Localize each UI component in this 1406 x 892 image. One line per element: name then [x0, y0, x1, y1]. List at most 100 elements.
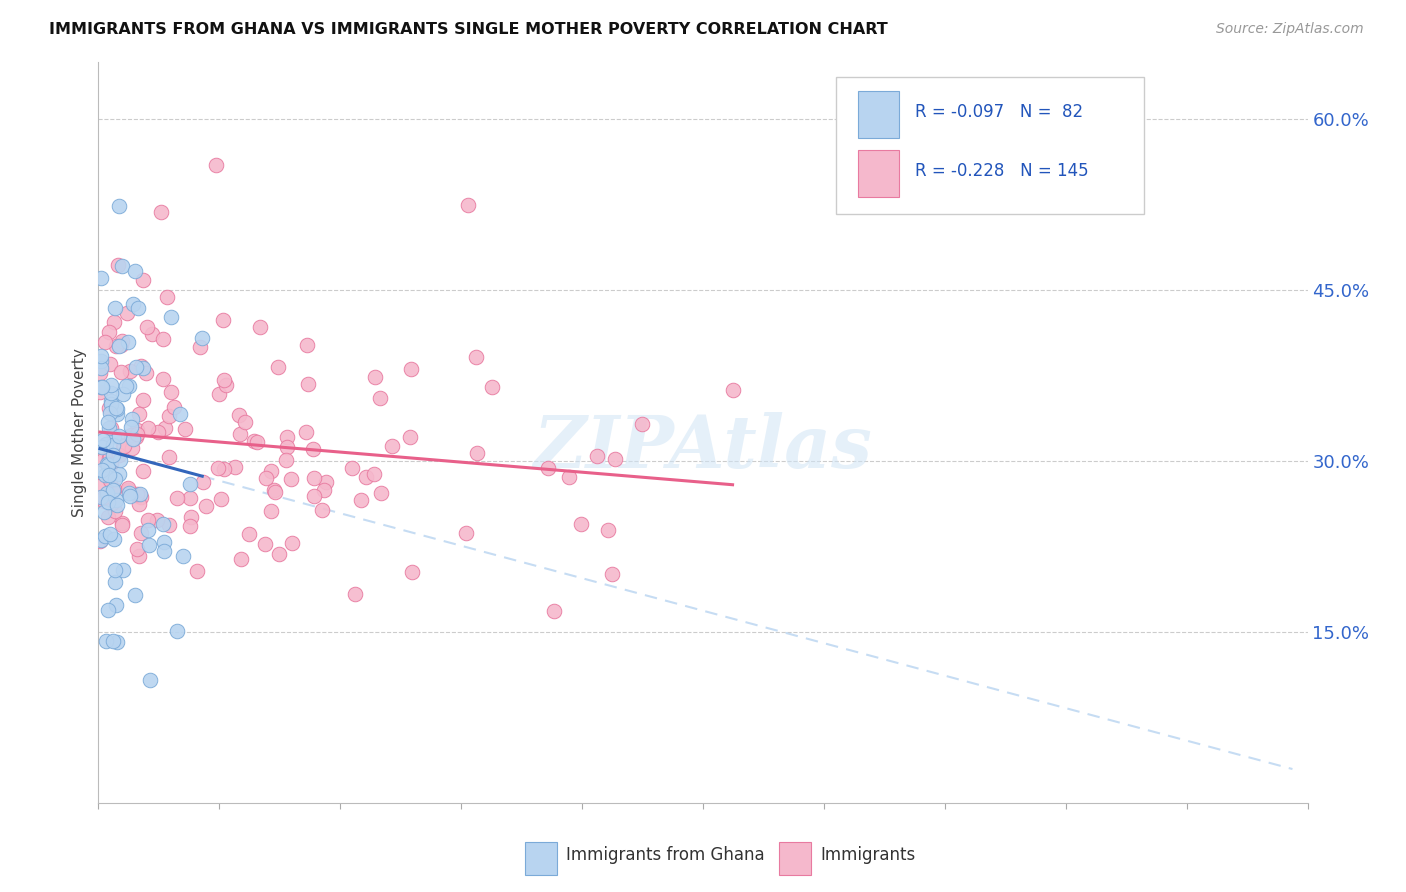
Point	[132, 361, 155, 376]
Point	[274, 452, 297, 467]
Point	[97, 420, 120, 434]
Point	[457, 198, 479, 212]
Point	[100, 377, 122, 392]
Point	[191, 331, 214, 345]
Point	[121, 441, 143, 455]
Point	[401, 362, 423, 376]
Point	[89, 384, 111, 399]
Point	[598, 523, 620, 537]
Point	[157, 450, 180, 465]
Point	[207, 461, 229, 475]
Point	[104, 563, 127, 577]
Point	[276, 440, 298, 454]
Point	[179, 491, 201, 506]
Point	[146, 425, 169, 440]
Point	[111, 334, 134, 349]
Text: Source: ZipAtlas.com: Source: ZipAtlas.com	[1216, 22, 1364, 37]
Point	[112, 387, 135, 401]
Point	[112, 439, 135, 453]
Text: Immigrants: Immigrants	[820, 846, 915, 863]
Point	[122, 297, 145, 311]
Point	[125, 359, 148, 374]
Point	[254, 471, 277, 485]
Point	[368, 391, 391, 405]
Point	[120, 364, 142, 378]
Text: R = -0.228   N = 145: R = -0.228 N = 145	[915, 162, 1088, 180]
Point	[100, 458, 122, 472]
Point	[174, 422, 197, 436]
Text: IMMIGRANTS FROM GHANA VS IMMIGRANTS SINGLE MOTHER POVERTY CORRELATION CHART: IMMIGRANTS FROM GHANA VS IMMIGRANTS SING…	[49, 22, 889, 37]
Point	[127, 301, 149, 315]
Point	[104, 301, 127, 315]
Point	[104, 574, 127, 589]
Point	[103, 429, 125, 443]
Point	[96, 486, 118, 500]
Point	[104, 472, 127, 486]
Point	[267, 547, 290, 561]
Point	[260, 504, 283, 518]
Point	[128, 489, 150, 503]
Point	[112, 437, 135, 451]
Point	[166, 624, 188, 638]
Point	[94, 334, 117, 349]
Point	[118, 379, 141, 393]
Point	[105, 407, 128, 421]
Point	[117, 334, 139, 349]
Point	[132, 393, 155, 408]
Point	[152, 372, 174, 386]
Point	[195, 499, 218, 513]
Point	[121, 432, 143, 446]
Point	[152, 543, 174, 558]
Point	[297, 377, 319, 392]
Point	[481, 380, 503, 394]
Point	[97, 603, 120, 617]
Point	[267, 360, 290, 375]
Point	[172, 549, 194, 563]
Point	[138, 539, 160, 553]
Point	[242, 434, 264, 448]
Point	[263, 483, 285, 497]
Point	[180, 510, 202, 524]
Point	[100, 396, 122, 410]
Point	[190, 340, 212, 354]
Point	[157, 409, 180, 423]
Point	[569, 517, 592, 532]
Point	[363, 467, 385, 481]
Point	[558, 470, 581, 484]
Point	[302, 471, 325, 485]
Point	[107, 258, 129, 272]
Point	[97, 495, 120, 509]
Point	[465, 351, 488, 365]
Point	[295, 338, 318, 352]
Point	[160, 310, 183, 324]
Point	[98, 401, 121, 415]
Point	[121, 412, 143, 426]
Point	[155, 420, 177, 434]
Point	[212, 373, 235, 387]
FancyBboxPatch shape	[858, 150, 898, 197]
Point	[93, 433, 115, 447]
Point	[156, 290, 179, 304]
Point	[105, 401, 128, 416]
Point	[94, 437, 117, 451]
Point	[128, 497, 150, 511]
Point	[108, 467, 131, 481]
Point	[141, 326, 163, 341]
Point	[98, 449, 121, 463]
Point	[94, 634, 117, 648]
Point	[207, 387, 229, 401]
Point	[91, 380, 114, 394]
Point	[254, 537, 277, 551]
Point	[110, 260, 132, 274]
Point	[124, 264, 146, 278]
Point	[209, 492, 232, 507]
Point	[98, 357, 121, 371]
Point	[159, 384, 181, 399]
Point	[276, 430, 298, 444]
Point	[93, 505, 115, 519]
Point	[295, 425, 318, 440]
Point	[186, 565, 208, 579]
Point	[91, 453, 114, 467]
Point	[120, 428, 142, 442]
Point	[90, 360, 112, 375]
